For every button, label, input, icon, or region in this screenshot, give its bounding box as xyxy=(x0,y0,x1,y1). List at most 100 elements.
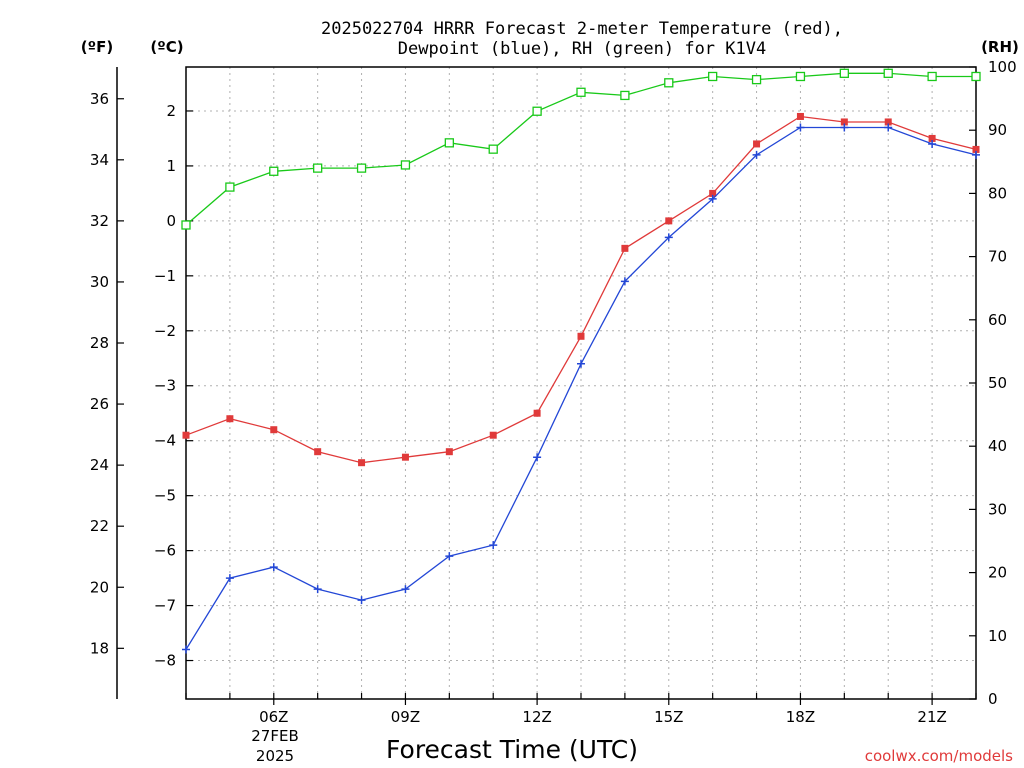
temperature-point xyxy=(884,118,892,126)
temperature-point xyxy=(533,409,541,417)
celsius-tick-label: −7 xyxy=(154,597,176,615)
fahrenheit-tick-label: 24 xyxy=(90,456,109,474)
celsius-tick-label: −5 xyxy=(154,487,176,505)
fahrenheit-tick-label: 30 xyxy=(90,273,109,291)
rh-tick-label: 70 xyxy=(988,248,1007,266)
temperature-point xyxy=(401,453,409,461)
fahrenheit-tick-label: 34 xyxy=(90,151,109,169)
dewpoint-point xyxy=(445,552,454,561)
fahrenheit-tick-label: 18 xyxy=(90,639,109,657)
fahrenheit-unit-label: (ºF) xyxy=(81,38,113,56)
dewpoint-point xyxy=(182,645,190,654)
temperature-point xyxy=(358,459,366,467)
rh-point xyxy=(356,163,367,173)
celsius-tick-label: 2 xyxy=(166,102,176,120)
celsius-unit-label: (ºC) xyxy=(150,38,183,56)
date-label-year: 2025 xyxy=(256,747,294,765)
data-series xyxy=(181,68,981,654)
x-tick-label: 06Z xyxy=(259,708,288,726)
temperature-point xyxy=(840,118,848,126)
dewpoint-point xyxy=(620,277,629,286)
rh-tick-label: 60 xyxy=(988,311,1007,329)
temperature-point xyxy=(182,431,190,439)
rh-point xyxy=(664,78,674,88)
rh-point xyxy=(532,106,542,116)
x-tick-label: 12Z xyxy=(522,708,551,726)
celsius-tick-label: 1 xyxy=(166,157,176,175)
celsius-tick-label: −3 xyxy=(154,377,176,395)
temperature-point xyxy=(621,244,629,252)
temperature-point xyxy=(226,415,234,423)
rh-point xyxy=(795,71,806,82)
rh-point xyxy=(488,144,498,154)
x-tick-label: 21Z xyxy=(917,708,946,726)
rh-point xyxy=(883,68,893,78)
dewpoint-point xyxy=(269,563,278,572)
fahrenheit-tick-label: 36 xyxy=(90,90,109,108)
fahrenheit-tick-label: 22 xyxy=(90,517,109,535)
dewpoint-point xyxy=(752,150,761,159)
rh-point xyxy=(620,90,630,101)
dewpoint-point xyxy=(357,596,366,605)
rh-tick-label: 90 xyxy=(988,121,1007,139)
temperature-point xyxy=(753,140,761,148)
dewpoint-point xyxy=(577,359,585,368)
dewpoint-point xyxy=(796,123,805,132)
dewpoint-point xyxy=(313,585,322,594)
dewpoint-point xyxy=(840,123,849,132)
temperature-point xyxy=(489,431,497,439)
rh-unit-label: (RH) xyxy=(981,38,1019,56)
temperature-point xyxy=(270,426,278,434)
x-tick-label: 15Z xyxy=(654,708,683,726)
temperature-point xyxy=(709,189,717,197)
rh-tick-label: 80 xyxy=(988,184,1007,202)
x-axis-title: Forecast Time (UTC) xyxy=(386,735,638,764)
rh-tick-label: 100 xyxy=(988,58,1017,76)
rh-tick-label: 40 xyxy=(988,437,1007,455)
temperature-point xyxy=(972,145,980,153)
temperature-point xyxy=(665,217,673,225)
temperature-point xyxy=(445,448,453,456)
x-tick-label: 09Z xyxy=(391,708,420,726)
dewpoint-point xyxy=(972,150,980,159)
dewpoint-point xyxy=(225,574,234,583)
rh-tick-label: 0 xyxy=(988,690,998,708)
rh-point xyxy=(927,71,937,82)
dewpoint-point xyxy=(884,123,893,132)
rh-point xyxy=(444,138,454,148)
rh-point xyxy=(181,220,191,230)
celsius-tick-label: −4 xyxy=(154,432,176,450)
rh-point xyxy=(269,166,279,176)
dewpoint-point xyxy=(489,541,498,550)
dewpoint-point xyxy=(664,233,673,242)
rh-tick-label: 50 xyxy=(988,374,1007,392)
date-label-day: 27FEB xyxy=(251,727,298,745)
fahrenheit-tick-label: 28 xyxy=(90,334,109,352)
temperature-point xyxy=(928,134,936,142)
rh-point xyxy=(313,163,323,173)
dewpoint-point xyxy=(533,453,542,462)
celsius-tick-label: −8 xyxy=(154,652,176,670)
rh-point xyxy=(400,160,411,170)
celsius-tick-label: −1 xyxy=(154,267,176,285)
plot-frame xyxy=(185,66,977,700)
fahrenheit-tick-label: 32 xyxy=(90,212,109,230)
rh-point xyxy=(971,71,981,82)
chart-title-line1: 2025022704 HRRR Forecast 2-meter Tempera… xyxy=(321,19,843,39)
rh-point xyxy=(708,71,718,82)
axes: 18202224262830323436−8−7−6−5−4−3−2−10120… xyxy=(90,58,1017,726)
temperature-point xyxy=(577,332,585,340)
dewpoint-point xyxy=(401,585,410,594)
rh-tick-label: 30 xyxy=(988,500,1007,518)
dewpoint-point xyxy=(928,139,937,148)
dewpoint-point xyxy=(708,194,717,203)
celsius-tick-label: 0 xyxy=(166,212,176,230)
credit-label: coolwx.com/models xyxy=(865,747,1013,765)
temperature-point xyxy=(314,448,322,456)
rh-tick-label: 10 xyxy=(988,627,1007,645)
fahrenheit-tick-label: 20 xyxy=(90,578,109,596)
celsius-tick-label: −6 xyxy=(154,542,176,560)
rh-point xyxy=(225,182,235,192)
rh-point xyxy=(576,87,586,97)
